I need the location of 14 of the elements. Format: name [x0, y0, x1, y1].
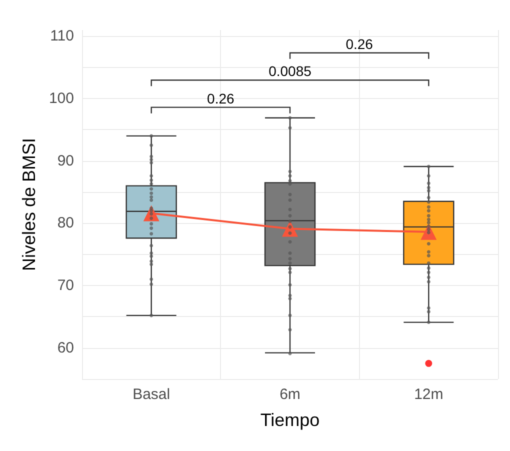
x-tick-label: Basal — [132, 386, 170, 403]
y-tick-label: 100 — [48, 90, 74, 108]
y-axis-title: Niveles de BMSI — [19, 138, 39, 272]
y-tick-label: 70 — [57, 277, 74, 294]
annotation: 0.26 — [207, 90, 235, 106]
x-axis-title: Tiempo — [260, 410, 320, 430]
x-tick-label: 12m — [414, 386, 444, 403]
x-tick-label: 6m — [280, 386, 300, 403]
y-tick-label: 110 — [50, 28, 74, 45]
y-tick-label: 60 — [57, 339, 74, 356]
y-tick-label: 80 — [57, 214, 74, 232]
y-tick-label: 90 — [57, 152, 74, 170]
annotation: 0.0085 — [268, 63, 312, 80]
annotation: 0.26 — [346, 36, 374, 52]
